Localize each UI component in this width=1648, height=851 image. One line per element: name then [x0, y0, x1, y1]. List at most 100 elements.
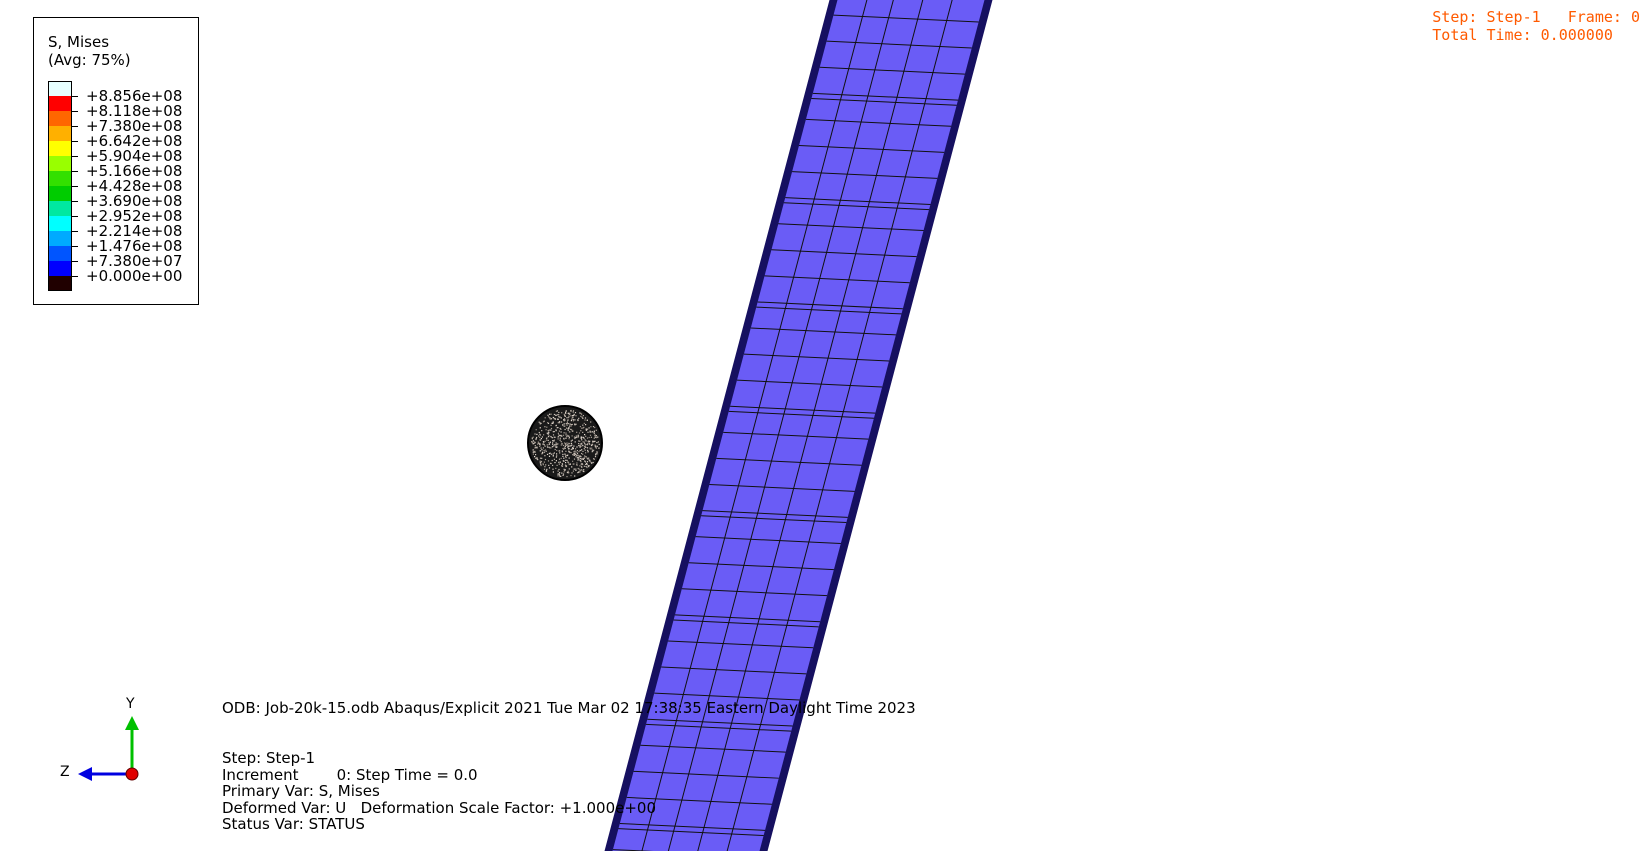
sphere-mesh-node [555, 442, 557, 444]
mesh-line-long [726, 0, 953, 851]
sphere-mesh-node [589, 443, 591, 445]
sphere-mesh-node [532, 449, 534, 451]
sphere-mesh-node [573, 453, 575, 455]
sphere-mesh-node [566, 427, 568, 429]
sphere-mesh-node [569, 431, 571, 433]
sphere-mesh-node [535, 437, 537, 440]
sphere-mesh-node [536, 446, 538, 448]
sphere-mesh-node [549, 462, 552, 464]
sphere-mesh-node [578, 440, 580, 442]
legend-value: +4.428e+08 [86, 176, 183, 195]
increment-label: Increment 0: Step Time = 0.0 [222, 766, 478, 784]
sphere-mesh-node [582, 431, 584, 433]
sphere-mesh-node [569, 445, 571, 447]
sphere-mesh-node [551, 437, 553, 439]
sphere-mesh-node [559, 434, 561, 436]
mesh-line-trans [688, 562, 834, 571]
sphere-mesh-node [565, 443, 567, 445]
sphere-mesh-node [556, 453, 558, 455]
sphere-mesh-node [536, 457, 538, 459]
sphere-mesh-node [550, 427, 553, 430]
sphere-mesh-node [569, 413, 571, 415]
legend-tick [72, 140, 78, 142]
sphere-mesh-node [587, 431, 589, 433]
sphere-mesh-node [560, 417, 562, 419]
sphere-mesh-node [561, 435, 563, 437]
sphere-mesh-node [582, 458, 584, 460]
sphere-mesh-node [594, 435, 596, 437]
sphere-mesh-node [556, 414, 558, 416]
sphere-mesh-node [583, 422, 585, 424]
sphere-mesh-node [596, 451, 598, 453]
mesh-line-trans [701, 515, 847, 524]
step-frame-text: Step: Step-1 Frame: 0 [1432, 8, 1640, 26]
sphere-mesh-node [573, 451, 575, 453]
sphere-mesh-node [578, 457, 580, 459]
sphere-mesh-node [548, 416, 550, 418]
sphere-mesh-node [566, 434, 568, 436]
sphere-mesh-node [553, 413, 555, 416]
sphere-mesh-node [558, 458, 561, 460]
sphere-mesh-node [563, 468, 565, 470]
legend-tick [72, 170, 78, 172]
sphere-mesh-node [594, 440, 596, 442]
sphere-mesh-node [555, 446, 557, 448]
sphere-mesh-node [565, 437, 567, 439]
sphere-mesh-node [563, 425, 565, 427]
sphere-mesh-node [552, 464, 554, 466]
sphere-mesh-node [544, 426, 546, 428]
legend-swatch [48, 276, 72, 291]
sphere-mesh-node [587, 428, 589, 430]
sphere-mesh-node [587, 441, 589, 443]
sphere-mesh-node [553, 458, 555, 460]
sphere-mesh-node [584, 455, 586, 457]
sphere-mesh-node [539, 460, 541, 462]
sphere-mesh-node [563, 457, 565, 459]
sphere-mesh-node [537, 443, 539, 445]
legend-tick [72, 230, 78, 232]
sphere-mesh-node [577, 454, 579, 456]
sphere-mesh-node [556, 449, 558, 452]
sphere-mesh-node [572, 430, 574, 432]
sphere-mesh-node [560, 444, 562, 446]
sphere-mesh-node [568, 415, 570, 417]
odb-info: ODB: Job-20k-15.odb Abaqus/Explicit 2021… [222, 699, 916, 717]
sphere-mesh-node [557, 422, 559, 424]
sphere-mesh-node [563, 419, 565, 421]
sphere-mesh-node [573, 453, 575, 455]
sphere-mesh-node [565, 434, 567, 436]
mesh-line-trans [783, 202, 930, 211]
sphere-mesh-node [585, 446, 587, 448]
legend-value: +8.118e+08 [86, 101, 183, 120]
sphere-mesh-node [555, 456, 557, 458]
sphere-mesh-node [548, 455, 551, 457]
view-triad[interactable]: Y Z [52, 696, 152, 786]
sphere-mesh-node [552, 442, 554, 444]
sphere-mesh-node [570, 425, 572, 427]
sphere-mesh-node [555, 429, 557, 431]
sphere-mesh-node [572, 447, 574, 449]
sphere-mesh-node [541, 457, 543, 459]
sphere-mesh-node [593, 431, 595, 433]
sphere-mesh-node [579, 445, 581, 447]
sphere-mesh-node [591, 447, 593, 449]
sphere-mesh-node [540, 447, 542, 449]
mesh-line-trans [756, 306, 902, 315]
sphere-mesh-node [550, 418, 553, 420]
sphere-mesh-node [562, 434, 565, 436]
legend-tick [72, 260, 78, 262]
sphere-mesh-node [566, 436, 568, 438]
sphere-mesh-node [553, 436, 555, 438]
sphere-mesh-node [550, 424, 552, 426]
sphere-mesh-node [576, 431, 578, 433]
sphere-mesh-node [541, 452, 544, 455]
sphere-mesh-node [567, 444, 569, 446]
sphere-mesh-node [543, 468, 546, 470]
sphere-mesh-node [553, 445, 555, 447]
legend-value: +6.642e+08 [86, 131, 183, 150]
sphere-mesh-node [593, 430, 595, 432]
sphere-mesh-node [574, 412, 577, 414]
sphere-mesh-node [590, 444, 593, 447]
legend-value: +2.952e+08 [86, 206, 183, 225]
